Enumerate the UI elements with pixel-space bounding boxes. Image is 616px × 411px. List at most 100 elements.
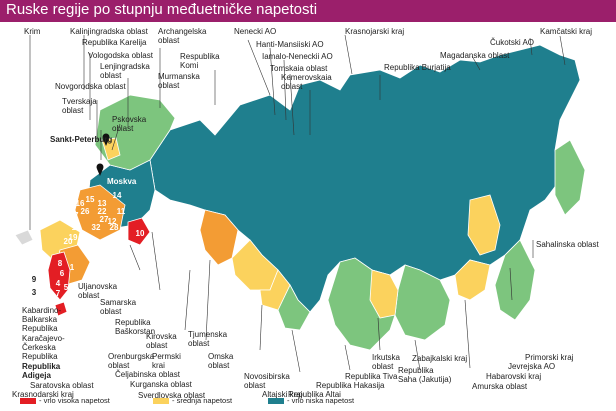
label-kemerovska: Kemerovskaia oblast: [281, 73, 332, 91]
label-uljanovska: Uljanovska oblast: [78, 282, 118, 300]
legend-label-very-low: - vrlo niska napetost: [287, 396, 355, 405]
label-karelija: Republika Karelija: [82, 38, 147, 47]
region-medium-irkutsk: [369, 269, 399, 319]
legend-label-medium: - srednja napetost: [172, 396, 233, 405]
label-baskorstan: Republika Baškorstan: [115, 318, 156, 336]
pin-sankt-peterburg: [102, 133, 110, 146]
legend-very-low: - vrlo niska napetost: [268, 396, 354, 408]
label-altaj-rep: Republika Altai: [288, 390, 341, 399]
region-low-east: [494, 239, 536, 321]
region-number: 24: [88, 238, 97, 247]
label-murmanska: Murmanska oblast: [158, 72, 200, 90]
label-hanti: Hanti-Mansiiski AO: [256, 40, 324, 49]
region-number: 27: [100, 215, 109, 224]
region-number: 32: [92, 223, 101, 232]
label-kirovska: Kirovska oblast: [146, 332, 177, 350]
region-number: 8: [58, 259, 63, 268]
region-number: 1: [70, 263, 75, 272]
label-arhangelska: Archangelska oblast: [158, 27, 207, 45]
region-number: 9: [32, 275, 37, 284]
label-komi: Respublika Komi: [180, 52, 220, 70]
region-number: 10: [136, 229, 145, 238]
label-celjabinska: Čeljabinska oblast: [115, 370, 180, 379]
label-cukotski: Čukotski AO: [490, 38, 535, 47]
label-samarska: Samarska oblast: [100, 298, 137, 316]
label-jevrejska: Jevrejska AO: [508, 362, 556, 371]
pin-moskva: [96, 163, 104, 176]
region-very-high-north-ossetia: [54, 301, 68, 317]
region-number: 19: [69, 233, 78, 242]
legend-swatch-very-high: [20, 398, 36, 405]
region-very-high-central: [127, 217, 151, 246]
region-number: 14: [113, 191, 122, 200]
label-tjumenska: Tjumenska oblast: [188, 330, 228, 348]
label-altajski: Altajski kraj: [262, 390, 303, 399]
region-high-volga: [74, 184, 126, 241]
label-zabajkalski: Zabajkalski kraj: [412, 354, 468, 363]
legend-medium: - srednja napetost: [153, 396, 232, 408]
region-number: 3: [32, 288, 37, 297]
region-number: 28: [110, 223, 119, 232]
label-adigeja: Republika Adigeja: [22, 362, 61, 380]
label-sverdlovska: Sverdlovska oblast: [138, 391, 206, 400]
label-magadanska: Magadanska oblast: [440, 51, 510, 60]
label-karacajevo: Karačajevo- Čerkeska Republika: [22, 334, 65, 361]
region-number: 22: [98, 207, 107, 216]
region-number: 18: [72, 223, 81, 232]
legend-swatch-medium: [153, 398, 169, 405]
label-kabardino: Kabardino- Balkarska Republika: [22, 306, 62, 333]
region-number: 17: [70, 211, 79, 220]
label-amurska: Amurska oblast: [472, 382, 528, 391]
map-title: Ruske regije po stupnju međuetničke nape…: [6, 1, 318, 18]
label-tomska: Tomskaia oblast: [270, 64, 328, 73]
region-number: 26: [81, 207, 90, 216]
region-number: 6: [60, 269, 65, 278]
label-saha: Republika Saha (Jakutija): [398, 366, 452, 384]
label-novgorodska: Novgorodska oblast: [55, 82, 126, 91]
label-sankt-peterburg: Sankt-Peterburg: [50, 135, 113, 144]
label-sahalinska: Sahalinska oblast: [536, 240, 599, 249]
label-primorski: Primorski kraj: [525, 353, 574, 362]
label-krasnodarski: Krasnodarski kraj: [12, 390, 74, 399]
region-number: 20: [64, 237, 73, 246]
region-number: 4: [56, 279, 61, 288]
label-tverskaja: Tverskaja oblast: [62, 97, 97, 115]
legend-very-high: - vrlo visoka napetost: [20, 396, 110, 408]
label-kurganska: Kurganska oblast: [130, 380, 192, 389]
label-lenjingradska: Lenjingradska oblast: [100, 62, 150, 80]
region-number: 16: [76, 199, 85, 208]
region-very-high-caucasus: [47, 251, 71, 301]
label-nenecki: Nenecki AO: [234, 27, 277, 36]
region-medium-habarovsk: [467, 194, 501, 256]
label-pskovska: Pskovska oblast: [112, 115, 147, 133]
label-permski: Permski krai: [152, 352, 181, 370]
region-number: 13: [98, 199, 107, 208]
label-hakasija: Republika Hakasija: [316, 381, 385, 390]
label-kalinjingradska: Kalinjingradska oblast: [70, 27, 148, 36]
region-number: 11: [117, 207, 126, 216]
label-saratovska: Saratovska oblast: [30, 381, 94, 390]
legend-swatch-very-low: [268, 398, 284, 405]
label-jamalo: Iamalo-Neneckii AO: [262, 52, 333, 61]
label-omska: Omska oblast: [208, 352, 234, 370]
legend-label-very-high: - vrlo visoka napetost: [39, 396, 110, 405]
label-kamcatski: Kamčatski kraj: [540, 27, 593, 36]
region-number: 5: [64, 283, 69, 292]
label-irkutska: Irkutska oblast: [372, 353, 401, 371]
title-bar: Ruske regije po stupnju međuetničke nape…: [0, 0, 616, 22]
label-moskva: Moskva: [107, 177, 137, 186]
label-tiva: Republika Tiva: [345, 372, 398, 381]
label-burjatija: Republika Burjatija: [384, 63, 451, 72]
region-number: 15: [86, 195, 95, 204]
label-krasnojarski: Krasnojarski kraj: [345, 27, 405, 36]
label-krim: Krim: [24, 27, 41, 36]
region-number: 7: [56, 289, 61, 298]
label-vologodska: Vologodska oblast: [88, 51, 153, 60]
region-high-sverdlovsk: [199, 209, 239, 266]
region-crimea: [14, 229, 34, 246]
label-orenburgska: Orenburgska oblast: [108, 352, 155, 370]
label-novosibirska: Novosibirska oblast: [244, 372, 290, 390]
region-number: 12: [108, 217, 117, 226]
region-medium-zabajkalski: [454, 259, 491, 301]
